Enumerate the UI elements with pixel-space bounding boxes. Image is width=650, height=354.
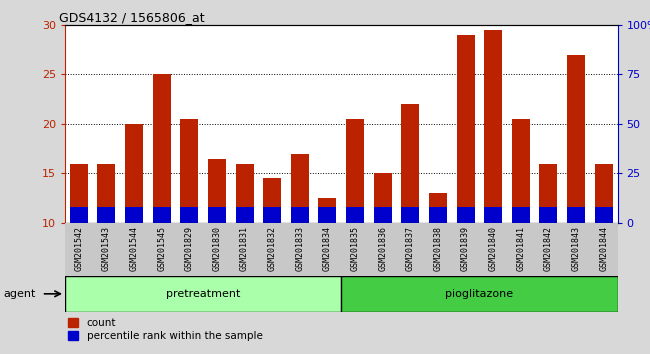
Bar [540,164,558,223]
Text: GSM201544: GSM201544 [129,226,138,271]
Text: agent: agent [3,289,36,299]
Bar [70,207,88,223]
Bar [595,207,613,223]
Bar [595,164,613,223]
Bar [346,207,364,223]
Text: GSM201839: GSM201839 [461,226,470,271]
Bar [401,104,419,223]
Bar [456,207,474,223]
Text: GSM201543: GSM201543 [102,226,111,271]
Bar [567,207,585,223]
Bar [208,207,226,223]
Bar [484,207,502,223]
Bar [235,207,254,223]
Bar [401,207,419,223]
Text: GSM201835: GSM201835 [350,226,359,271]
Bar [98,164,116,223]
Text: GSM201836: GSM201836 [378,226,387,271]
Text: pioglitazone: pioglitazone [445,289,514,299]
Bar [374,173,392,223]
Text: GSM201833: GSM201833 [295,226,304,271]
Text: GSM201834: GSM201834 [323,226,332,271]
Bar [318,198,337,223]
Legend: count, percentile rank within the sample: count, percentile rank within the sample [64,314,266,345]
Bar [180,119,198,223]
Text: GSM201843: GSM201843 [571,226,580,271]
Bar [125,124,143,223]
Bar [540,207,558,223]
Text: GSM201832: GSM201832 [268,226,277,271]
Bar [318,207,337,223]
Text: GSM201837: GSM201837 [406,226,415,271]
Bar [180,207,198,223]
Bar [235,164,254,223]
Bar [208,159,226,223]
Text: GSM201840: GSM201840 [489,226,498,271]
Text: GDS4132 / 1565806_at: GDS4132 / 1565806_at [58,11,204,24]
Text: GSM201842: GSM201842 [544,226,553,271]
Text: GSM201545: GSM201545 [157,226,166,271]
Bar [291,207,309,223]
Bar [346,119,364,223]
Text: GSM201830: GSM201830 [213,226,222,271]
Bar [512,119,530,223]
Text: GSM201838: GSM201838 [434,226,443,271]
Bar [374,207,392,223]
Text: GSM201831: GSM201831 [240,226,249,271]
Bar [512,207,530,223]
Text: GSM201844: GSM201844 [599,226,608,271]
Bar [65,276,341,312]
Text: GSM201841: GSM201841 [516,226,525,271]
Text: GSM201829: GSM201829 [185,226,194,271]
Bar [291,154,309,223]
Bar [98,207,116,223]
Bar [341,276,618,312]
Bar [153,74,171,223]
Bar [567,55,585,223]
Text: GSM201542: GSM201542 [74,226,83,271]
Bar [429,193,447,223]
Bar [153,207,171,223]
Bar [263,207,281,223]
Bar [456,35,474,223]
Bar [125,207,143,223]
Text: pretreatment: pretreatment [166,289,240,299]
Bar [484,30,502,223]
Bar [70,164,88,223]
Bar [263,178,281,223]
Bar [429,207,447,223]
